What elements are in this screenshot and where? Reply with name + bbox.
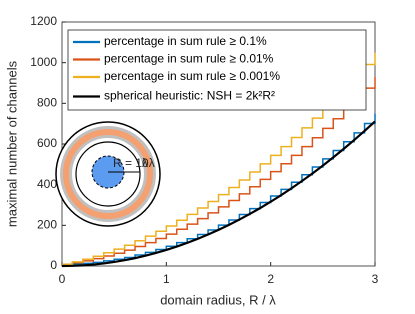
legend-label: percentage in sum rule ≥ 0.1% [104, 34, 267, 48]
y-axis-label: maximal number of channels [4, 60, 19, 227]
legend-label: percentage in sum rule ≥ 0.01% [104, 52, 274, 66]
y-tick-label: 1000 [30, 55, 57, 69]
legend-box [67, 29, 367, 111]
series-line [62, 113, 376, 266]
x-axis-label: domain radius, R / λ [160, 292, 276, 307]
y-tick-label: 800 [37, 96, 57, 110]
y-tick-label: 400 [37, 177, 57, 191]
x-tick-label: 3 [372, 272, 379, 286]
inset-label: λ [142, 156, 148, 170]
legend-label: spherical heuristic: NSH = 2k²R² [104, 89, 275, 103]
y-tick-label: 600 [37, 136, 57, 150]
inset-label: R = 10λ [113, 156, 155, 170]
inset [55, 121, 161, 227]
y-tick-label: 200 [37, 218, 57, 232]
y-tick-label: 1200 [30, 14, 57, 28]
legend-label: percentage in sum rule ≥ 0.001% [104, 69, 280, 83]
series-line [61, 120, 376, 268]
x-tick-label: 0 [59, 272, 66, 286]
x-tick-label: 1 [163, 272, 170, 286]
y-tick-label: 0 [50, 258, 57, 272]
x-tick-label: 2 [267, 272, 274, 286]
inset-band [63, 129, 153, 219]
